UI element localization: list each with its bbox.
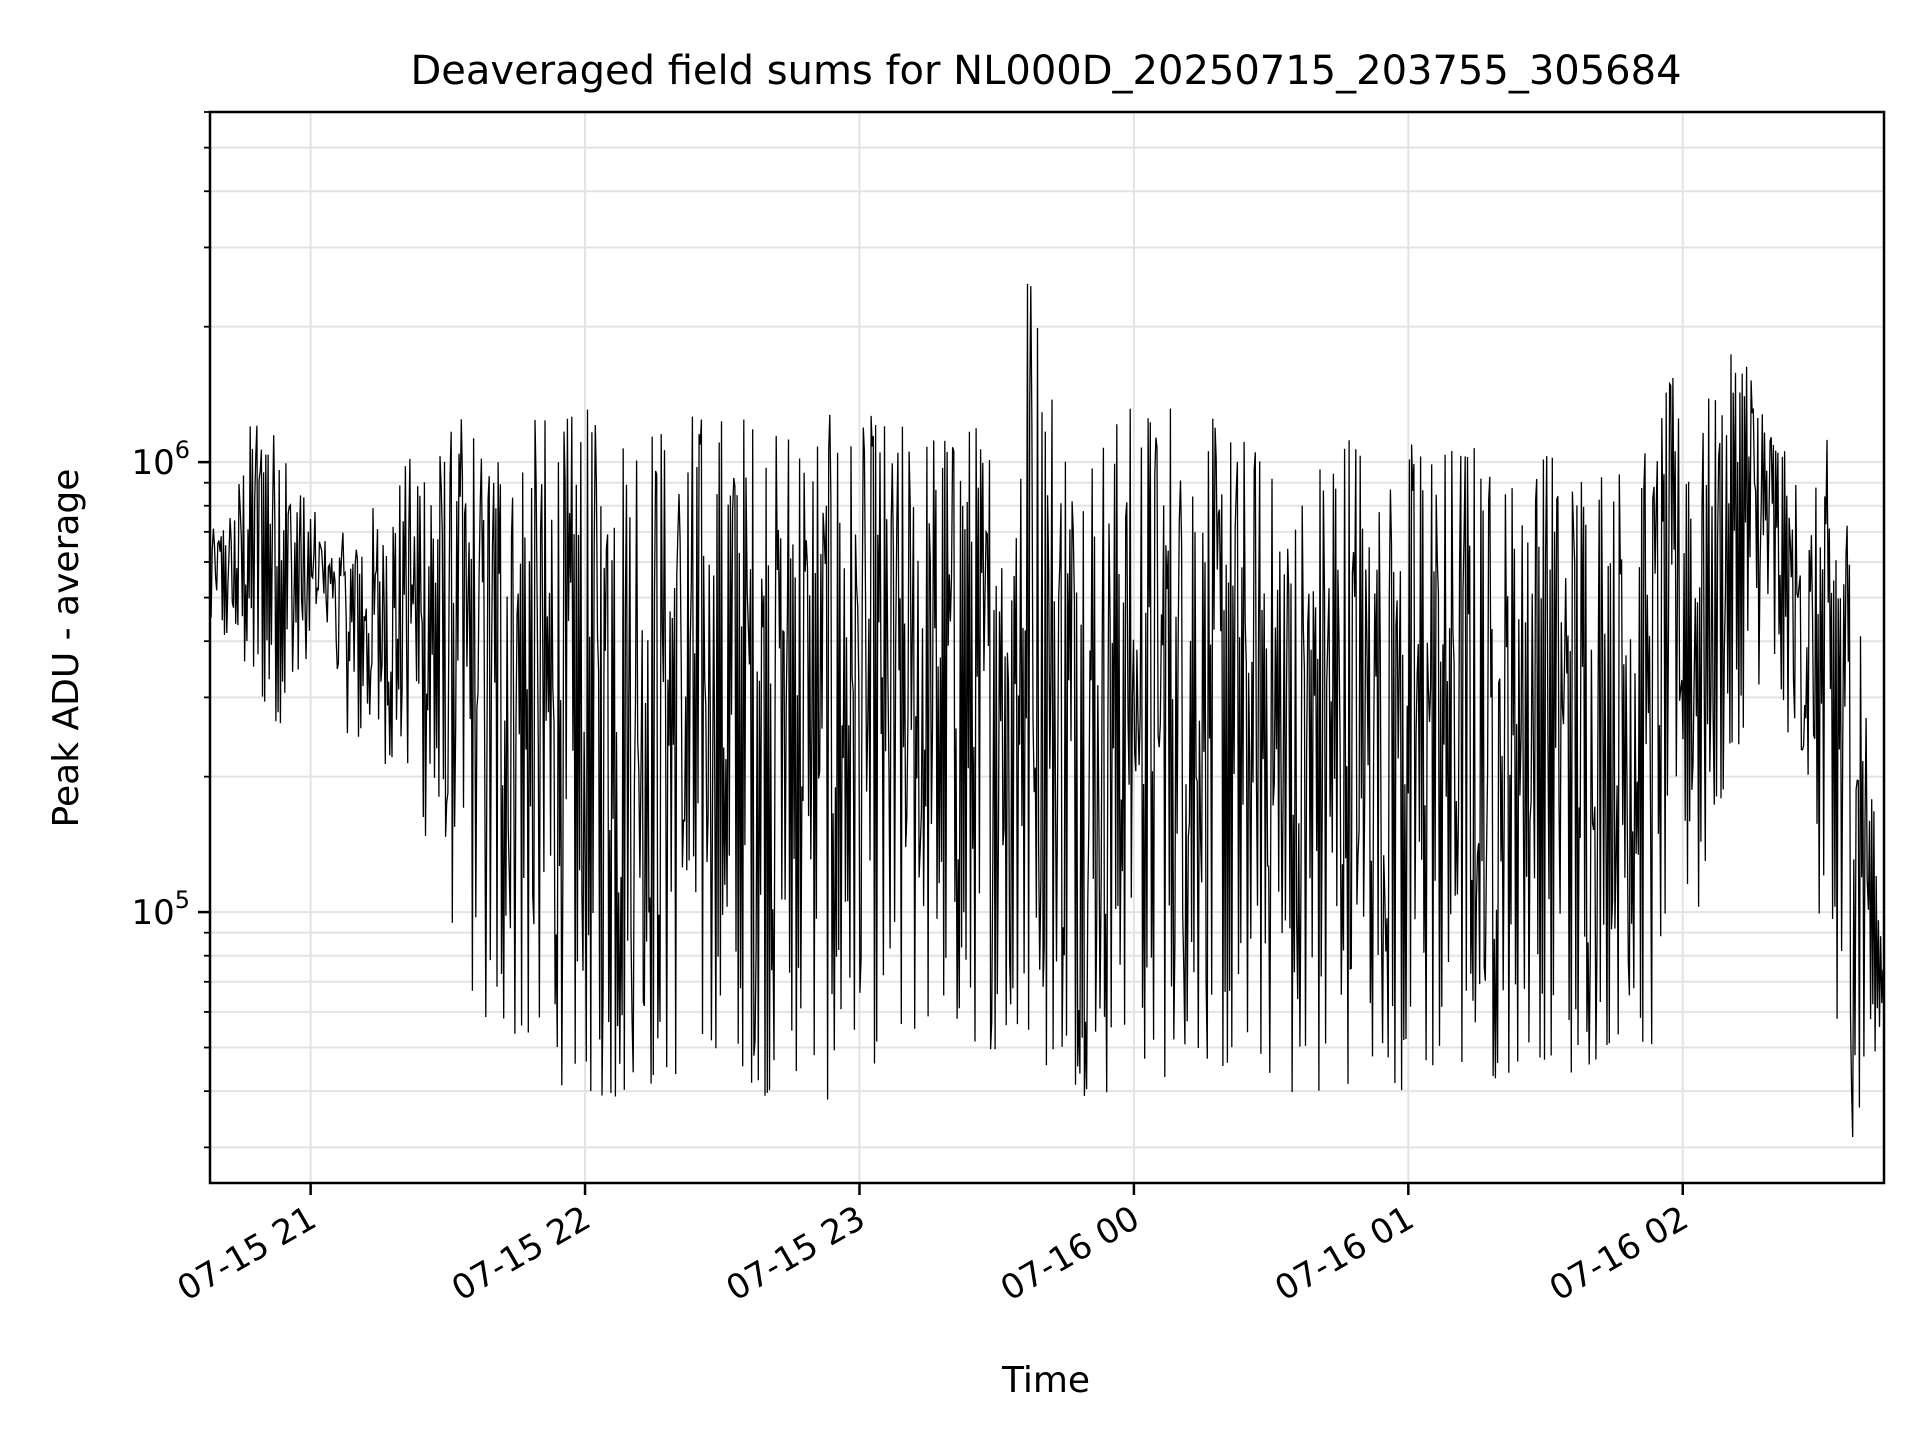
x-axis-label: Time — [1001, 1360, 1090, 1401]
y-tick-label: 106 — [131, 436, 190, 483]
series-line — [209, 283, 1885, 1138]
y-tick-label: 105 — [131, 886, 190, 933]
y-axis-label: Peak ADU - average — [46, 469, 87, 828]
series-layer — [209, 283, 1885, 1138]
chart-title: Deaveraged field sums for NL000D_2025071… — [410, 48, 1681, 94]
plot-frame — [208, 110, 1886, 1185]
